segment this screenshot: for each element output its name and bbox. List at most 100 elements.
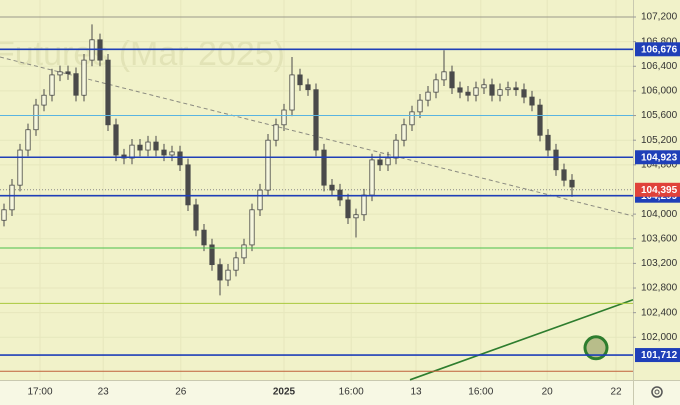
candle-body (41, 94, 47, 106)
candle-body (105, 59, 111, 126)
candle-body (9, 184, 15, 211)
candle-body (193, 204, 199, 231)
candle-body (81, 59, 87, 96)
price-badge (635, 150, 680, 165)
candle-body (537, 104, 543, 136)
x-tick-label: 26 (175, 387, 187, 398)
candle-body (329, 184, 335, 191)
x-tick-label: 13 (410, 387, 422, 398)
candle-body (57, 71, 63, 76)
price-badge (635, 348, 680, 363)
y-tick-label: 107,200 (641, 12, 678, 23)
y-tick-label: 106,400 (641, 61, 678, 72)
candle-body (177, 151, 183, 166)
candle-body (561, 169, 567, 181)
y-tick-label: 102,800 (641, 283, 678, 294)
marker (583, 335, 609, 361)
candle-body (153, 141, 159, 151)
y-tick-label: 106,800 (641, 36, 678, 47)
candle-body (513, 87, 519, 91)
x-axis-area (0, 380, 680, 405)
candle-body (569, 179, 575, 188)
candle-body (489, 84, 495, 96)
candle-body (257, 189, 263, 211)
candle-body (497, 89, 503, 96)
candle-body (417, 99, 423, 113)
y-tick-label: 103,200 (641, 258, 678, 269)
x-tick-label: 17:00 (27, 387, 52, 398)
candle-body (297, 74, 303, 86)
y-tick-label: 105,600 (641, 110, 678, 121)
y-tick-label: 105,200 (641, 135, 678, 146)
candle-body (457, 87, 463, 93)
y-tick-label: 106,000 (641, 86, 678, 97)
candle-body (113, 124, 119, 156)
candle-body (305, 84, 311, 91)
y-tick-label: 102,000 (641, 332, 678, 343)
candle-body (241, 244, 247, 259)
candle-body (505, 87, 511, 91)
candle-body (137, 144, 143, 151)
price-badge-label: 106,676 (641, 44, 678, 55)
candle-body (33, 104, 39, 131)
candle-body (129, 144, 135, 159)
x-tick-label: 20 (542, 387, 554, 398)
candle-body (553, 149, 559, 171)
candle-body (265, 139, 271, 191)
candle-body (345, 199, 351, 219)
candle-body (273, 124, 279, 141)
candle-body (385, 157, 391, 166)
candle-body (425, 91, 431, 101)
candle-body (545, 134, 551, 151)
candle-body (225, 269, 231, 281)
candle-body (369, 159, 375, 196)
candle-body (209, 244, 215, 266)
candle-body (73, 73, 79, 96)
candle-body (353, 214, 359, 219)
price-badge (635, 42, 680, 57)
x-tick-label: 22 (610, 387, 622, 398)
price-badge (635, 182, 680, 197)
candle-body (145, 141, 151, 151)
candle-body (281, 109, 287, 126)
x-tick-label: 16:00 (468, 387, 493, 398)
candle-body (1, 209, 7, 221)
candle-body (17, 149, 23, 186)
y-tick-label: 102,400 (641, 307, 678, 318)
candle-body (65, 71, 71, 75)
candle-body (521, 89, 527, 98)
candle-body (185, 164, 191, 206)
candle-body (161, 149, 167, 156)
candle-body (361, 194, 367, 216)
candle-body (441, 71, 447, 81)
candle-body (169, 151, 175, 156)
price-badge-label: 101,712 (641, 350, 678, 361)
x-tick-label: 16:00 (339, 387, 364, 398)
candle-body (201, 229, 207, 246)
candle-body (25, 129, 31, 151)
candle-body (433, 79, 439, 93)
x-tick-label: 23 (98, 387, 110, 398)
candle-body (49, 74, 55, 96)
candle-body (529, 96, 535, 106)
y-tick-label: 103,600 (641, 233, 678, 244)
candle-body (313, 89, 319, 151)
price-badge-label: 104,923 (641, 152, 678, 163)
candle-body (249, 209, 255, 246)
trendline (409, 298, 634, 381)
price-badge-label: 104,395 (641, 185, 678, 196)
settings-icon[interactable] (651, 386, 663, 398)
candle-body (289, 74, 295, 111)
candle-body (393, 139, 399, 159)
y-tick-label: 104,000 (641, 209, 678, 220)
y-tick-label: 104,800 (641, 159, 678, 170)
candle-body (321, 149, 327, 186)
candle-body (217, 264, 223, 281)
candle-body (401, 124, 407, 141)
candle-body (481, 84, 487, 89)
x-tick-label: 2025 (273, 387, 296, 398)
candle-body (449, 71, 455, 89)
candle-body (233, 257, 239, 271)
